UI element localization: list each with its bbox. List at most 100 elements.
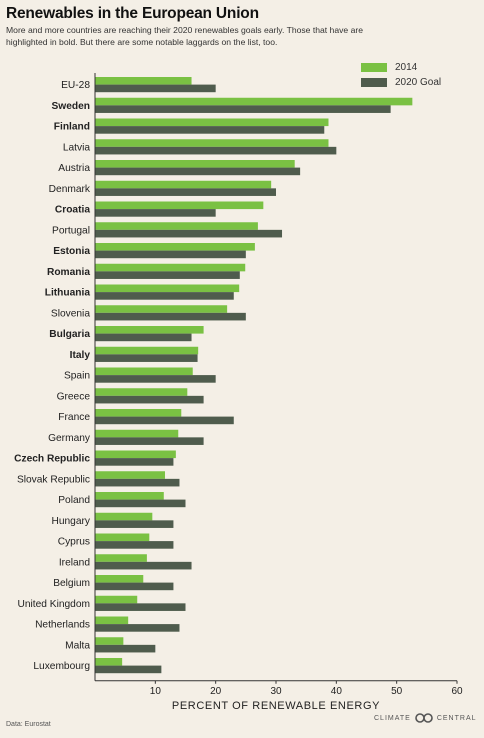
x-tick-label-20: 20 <box>210 686 222 697</box>
bar-2020-goal-lithuania <box>95 292 234 300</box>
bar-2014-germany <box>95 429 179 438</box>
bar-2014-slovenia <box>95 305 228 313</box>
bar-2020-goal-hungary <box>95 520 174 528</box>
bar-2020-goal-finland <box>95 126 325 134</box>
category-label-latvia: Latvia <box>63 142 91 153</box>
bar-2020-goal-portugal <box>95 229 283 238</box>
bar-2020-goal-latvia <box>95 146 337 155</box>
category-label-luxembourg: Luxembourg <box>33 661 90 672</box>
bar-2020-goal-france <box>95 416 234 425</box>
category-label-italy: Italy <box>70 350 91 361</box>
legend-swatch-2014 <box>361 63 387 72</box>
bar-2020-goal-poland <box>95 499 186 508</box>
legend-item-2020-goal: 2020 Goal <box>361 75 441 90</box>
bar-2014-latvia <box>95 139 329 147</box>
bar-2020-goal-netherlands <box>95 624 180 632</box>
bar-2020-goal-slovak-republic <box>95 478 180 487</box>
bar-2020-goal-greece <box>95 395 204 404</box>
category-label-eu-28: EU-28 <box>61 80 90 91</box>
data-source: Data: Eurostat <box>6 721 51 728</box>
bar-2020-goal-czech-republic <box>95 458 174 466</box>
bar-2014-croatia <box>95 201 264 210</box>
bar-2014-poland <box>95 492 164 500</box>
bar-2014-romania <box>95 263 246 272</box>
category-label-denmark: Denmark <box>49 184 91 195</box>
category-label-united-kingdom: United Kingdom <box>18 599 91 610</box>
category-label-spain: Spain <box>64 371 90 382</box>
category-label-greece: Greece <box>57 391 91 402</box>
bar-2020-goal-romania <box>95 271 240 279</box>
bar-2014-cyprus <box>95 533 150 542</box>
bar-2014-bulgaria <box>95 326 204 334</box>
category-label-germany: Germany <box>48 433 91 444</box>
bar-2014-denmark <box>95 180 272 189</box>
bar-2020-goal-luxembourg <box>95 665 162 674</box>
category-label-sweden: Sweden <box>52 101 91 112</box>
x-axis-label: PERCENT OF RENEWABLE ENERGY <box>172 700 380 712</box>
bar-2014-greece <box>95 388 188 396</box>
category-label-belgium: Belgium <box>53 578 90 589</box>
x-tick-label-30: 30 <box>270 686 282 697</box>
bar-2020-goal-slovenia <box>95 312 246 321</box>
bar-2014-czech-republic <box>95 450 176 459</box>
bar-2020-goal-malta <box>95 644 156 653</box>
brand-logo: CLIMATE CENTRAL <box>374 713 477 723</box>
x-tick-label-50: 50 <box>391 686 403 697</box>
bar-2020-goal-austria <box>95 167 301 176</box>
bar-2020-goal-sweden <box>95 105 391 113</box>
x-tick-label-60: 60 <box>451 686 463 697</box>
bar-2020-goal-spain <box>95 375 216 383</box>
chart-title: Renewables in the European Union <box>6 5 259 22</box>
brand-text-right: CENTRAL <box>436 714 477 722</box>
brand-text-left: CLIMATE <box>374 714 411 722</box>
bar-2020-goal-belgium <box>95 582 174 591</box>
category-label-malta: Malta <box>65 640 90 651</box>
bar-2014-france <box>95 409 182 417</box>
category-label-slovenia: Slovenia <box>51 308 90 319</box>
category-label-hungary: Hungary <box>51 516 90 527</box>
bar-2014-slovak-republic <box>95 471 165 479</box>
bar-2020-goal-bulgaria <box>95 333 192 342</box>
category-label-slovak-republic: Slovak Republic <box>17 474 90 485</box>
bar-2014-lithuania <box>95 284 240 293</box>
category-label-finland: Finland <box>54 122 90 133</box>
category-label-czech-republic: Czech Republic <box>14 454 90 465</box>
bar-2020-goal-germany <box>95 437 204 445</box>
category-label-netherlands: Netherlands <box>35 620 90 631</box>
bar-2020-goal-eu-28 <box>95 84 216 93</box>
bar-2014-sweden <box>95 97 413 106</box>
bar-2014-united-kingdom <box>95 595 138 604</box>
bar-2014-ireland <box>95 554 147 562</box>
x-tick-label-10: 10 <box>150 686 162 697</box>
legend-label-2014: 2014 <box>395 62 418 73</box>
category-label-romania: Romania <box>47 267 90 278</box>
category-label-cyprus: Cyprus <box>58 537 90 548</box>
bar-2020-goal-estonia <box>95 250 246 259</box>
bar-2014-italy <box>95 346 199 355</box>
category-label-france: France <box>58 412 90 423</box>
category-label-croatia: Croatia <box>55 205 90 216</box>
bar-2014-luxembourg <box>95 658 123 666</box>
bar-2014-belgium <box>95 575 144 583</box>
bar-2020-goal-united-kingdom <box>95 603 186 611</box>
bar-2020-goal-ireland <box>95 561 192 570</box>
chart-subtitle: More and more countries are reaching the… <box>6 25 364 47</box>
bar-2014-malta <box>95 637 124 645</box>
legend: 2014 2020 Goal <box>361 60 441 90</box>
bar-2020-goal-croatia <box>95 209 216 217</box>
climate-central-logo-icon <box>415 713 433 723</box>
bar-2014-hungary <box>95 512 153 521</box>
bar-2014-eu-28 <box>95 77 192 85</box>
category-label-austria: Austria <box>58 163 90 174</box>
category-label-portugal: Portugal <box>52 225 90 236</box>
bar-2014-netherlands <box>95 616 129 625</box>
bar-2014-portugal <box>95 222 258 230</box>
bar-2020-goal-denmark <box>95 188 276 196</box>
bar-2014-austria <box>95 160 295 168</box>
legend-label-2020-goal: 2020 Goal <box>395 77 442 88</box>
legend-swatch-2020-goal <box>361 78 387 87</box>
category-label-ireland: Ireland <box>59 557 90 568</box>
bar-2020-goal-italy <box>95 354 198 362</box>
x-tick-label-40: 40 <box>331 686 343 697</box>
